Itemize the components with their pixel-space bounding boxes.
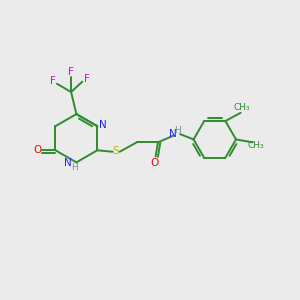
Text: F: F	[84, 74, 90, 84]
Text: CH₃: CH₃	[234, 103, 250, 112]
Text: F: F	[68, 67, 74, 77]
Text: S: S	[113, 146, 119, 157]
Text: O: O	[33, 145, 41, 155]
Text: H: H	[71, 163, 78, 172]
Text: N: N	[169, 129, 177, 139]
Text: F: F	[50, 76, 56, 86]
Text: CH₃: CH₃	[247, 141, 264, 150]
Text: N: N	[99, 120, 106, 130]
Text: N: N	[64, 158, 71, 168]
Text: H: H	[174, 126, 181, 135]
Text: O: O	[150, 158, 158, 168]
